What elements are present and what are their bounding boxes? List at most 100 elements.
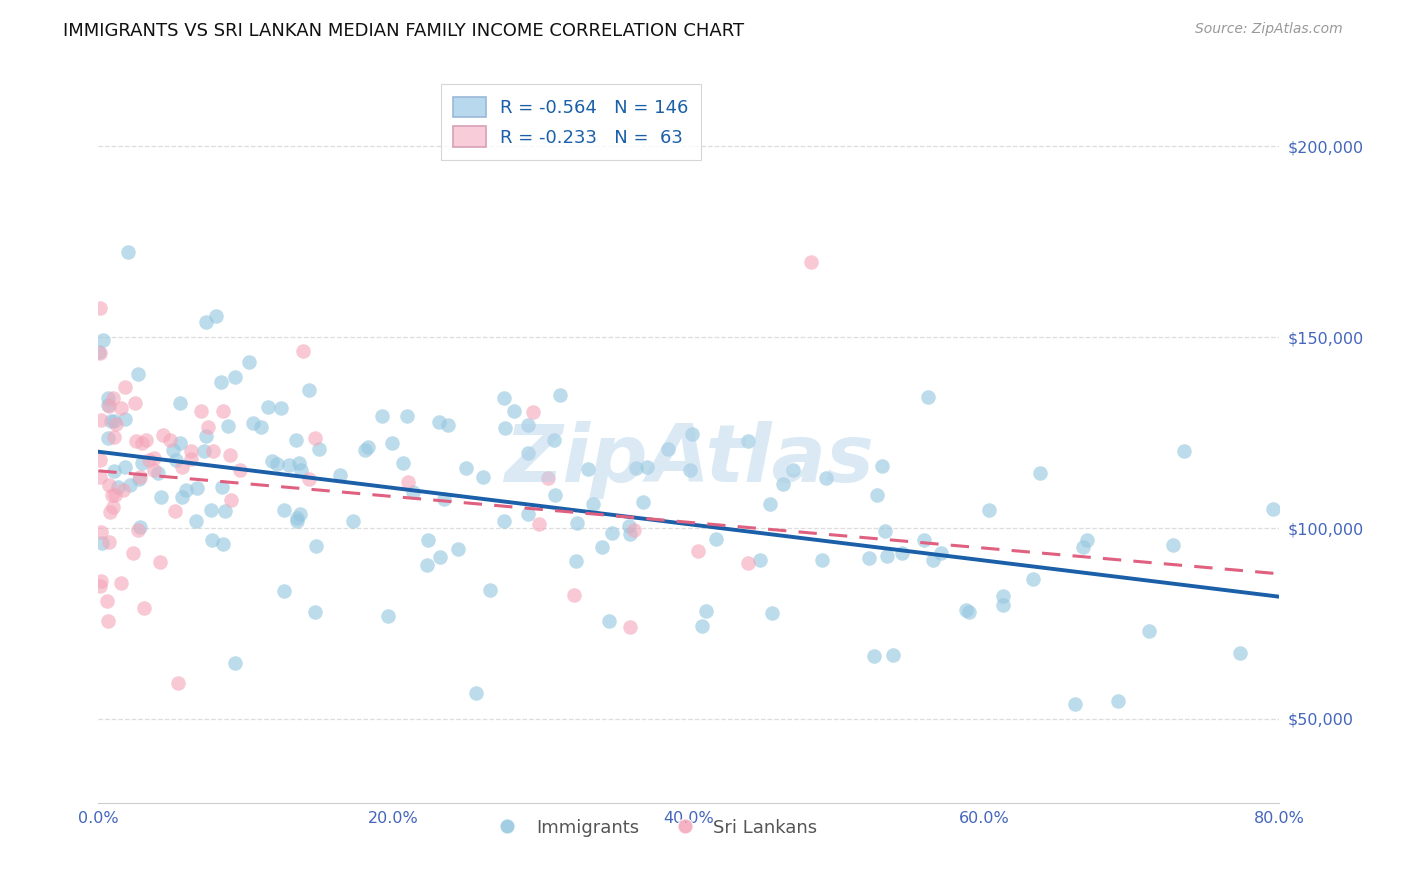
Point bbox=[211, 480, 233, 494]
Point bbox=[125, 434, 148, 448]
Point bbox=[138, 453, 160, 467]
Point bbox=[704, 533, 727, 547]
Point bbox=[212, 404, 235, 418]
Point bbox=[305, 539, 328, 553]
Point bbox=[800, 255, 823, 269]
Point bbox=[912, 533, 935, 548]
Point bbox=[257, 400, 280, 414]
Point bbox=[1022, 572, 1045, 586]
Point bbox=[150, 490, 173, 504]
Point bbox=[238, 355, 260, 369]
Point bbox=[955, 602, 977, 616]
Point bbox=[503, 404, 526, 418]
Point bbox=[298, 472, 321, 486]
Point bbox=[89, 470, 111, 484]
Point bbox=[195, 315, 218, 329]
Point bbox=[201, 533, 224, 547]
Point bbox=[866, 487, 889, 501]
Point bbox=[114, 411, 136, 425]
Point bbox=[479, 582, 502, 597]
Point bbox=[876, 549, 898, 564]
Point bbox=[619, 620, 641, 634]
Point bbox=[149, 555, 172, 569]
Point bbox=[104, 488, 127, 502]
Point bbox=[565, 516, 588, 531]
Point bbox=[195, 428, 218, 442]
Point bbox=[89, 579, 111, 593]
Point bbox=[548, 387, 571, 401]
Point bbox=[811, 553, 834, 567]
Point bbox=[209, 376, 232, 390]
Point bbox=[517, 507, 540, 521]
Point bbox=[454, 460, 477, 475]
Point bbox=[304, 605, 326, 619]
Point bbox=[381, 435, 404, 450]
Point bbox=[152, 428, 174, 442]
Point bbox=[249, 420, 271, 434]
Point bbox=[197, 419, 219, 434]
Point bbox=[224, 657, 246, 671]
Point bbox=[429, 550, 451, 565]
Point bbox=[135, 433, 157, 447]
Point bbox=[118, 478, 141, 492]
Point bbox=[522, 405, 544, 419]
Point bbox=[1029, 466, 1052, 480]
Point bbox=[415, 558, 437, 572]
Point bbox=[682, 426, 704, 441]
Point bbox=[180, 452, 202, 467]
Point bbox=[565, 554, 588, 568]
Point bbox=[815, 470, 838, 484]
Point bbox=[266, 457, 288, 471]
Point bbox=[395, 409, 418, 423]
Point bbox=[89, 453, 111, 467]
Point bbox=[623, 523, 645, 537]
Point bbox=[100, 505, 122, 519]
Point bbox=[90, 413, 112, 427]
Point bbox=[600, 525, 623, 540]
Point bbox=[354, 442, 377, 457]
Point bbox=[471, 469, 494, 483]
Point bbox=[298, 384, 321, 398]
Point bbox=[882, 648, 904, 662]
Point bbox=[1229, 646, 1251, 660]
Point bbox=[1107, 694, 1129, 708]
Point bbox=[686, 544, 709, 558]
Legend: Immigrants, Sri Lankans: Immigrants, Sri Lankans bbox=[482, 812, 825, 844]
Point bbox=[91, 334, 114, 348]
Point bbox=[437, 418, 460, 433]
Point bbox=[863, 649, 886, 664]
Point bbox=[273, 502, 295, 516]
Point bbox=[342, 514, 364, 528]
Point bbox=[174, 483, 197, 498]
Point bbox=[1163, 538, 1185, 552]
Point bbox=[1263, 501, 1285, 516]
Point bbox=[290, 507, 312, 521]
Point bbox=[433, 492, 456, 507]
Point bbox=[110, 575, 132, 590]
Point bbox=[401, 485, 423, 500]
Point bbox=[782, 463, 804, 477]
Point bbox=[273, 584, 295, 599]
Point bbox=[619, 526, 641, 541]
Point bbox=[159, 433, 181, 447]
Point bbox=[737, 434, 759, 448]
Point bbox=[308, 442, 330, 456]
Point bbox=[131, 456, 153, 470]
Text: IMMIGRANTS VS SRI LANKAN MEDIAN FAMILY INCOME CORRELATION CHART: IMMIGRANTS VS SRI LANKAN MEDIAN FAMILY I… bbox=[63, 22, 744, 40]
Point bbox=[97, 399, 120, 413]
Point bbox=[543, 433, 565, 447]
Point bbox=[929, 546, 952, 560]
Point bbox=[464, 685, 486, 699]
Point bbox=[285, 514, 308, 528]
Point bbox=[292, 343, 315, 358]
Point bbox=[89, 301, 111, 315]
Point bbox=[637, 459, 659, 474]
Point bbox=[114, 380, 136, 394]
Point bbox=[626, 460, 648, 475]
Point bbox=[890, 546, 912, 560]
Point bbox=[202, 444, 225, 458]
Point bbox=[184, 514, 207, 528]
Point bbox=[285, 511, 308, 525]
Point bbox=[90, 525, 112, 540]
Point bbox=[101, 391, 124, 405]
